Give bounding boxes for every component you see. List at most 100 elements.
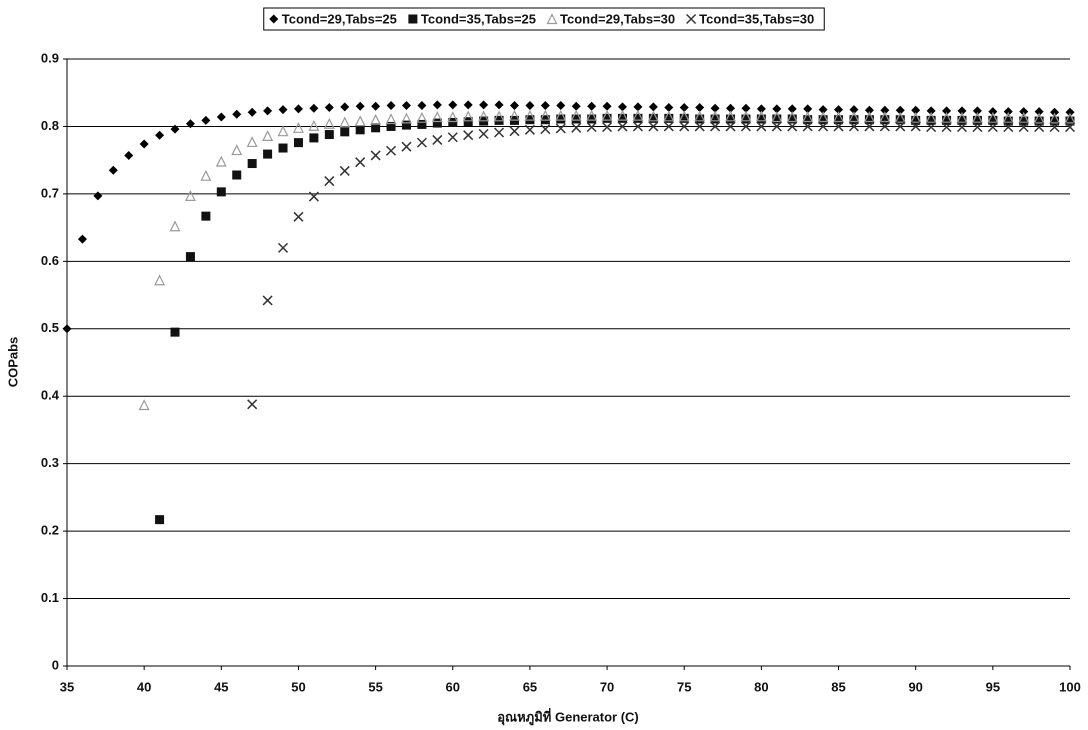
- marker-diamond: [1003, 107, 1013, 117]
- marker-triangle: [493, 110, 505, 122]
- marker-triangle: [262, 130, 274, 141]
- marker-triangle: [154, 274, 166, 286]
- legend-box: [263, 7, 825, 31]
- marker-triangle: [509, 109, 520, 121]
- marker-cross: [447, 132, 458, 143]
- marker-cross: [308, 191, 319, 202]
- marker-diamond: [355, 101, 365, 111]
- marker-diamond: [216, 112, 226, 122]
- marker-diamond: [540, 101, 550, 111]
- marker-cross: [586, 122, 597, 133]
- marker-cross: [787, 121, 798, 132]
- series: [155, 113, 1075, 525]
- marker-cross: [941, 122, 952, 133]
- marker-triangle: [354, 115, 366, 127]
- x-tick-label: 60: [446, 679, 460, 694]
- marker-triangle: [694, 110, 706, 122]
- marker-triangle: [833, 111, 845, 123]
- marker-diamond: [741, 103, 751, 113]
- marker-cross: [848, 121, 859, 132]
- marker-square: [942, 115, 952, 125]
- marker-cross: [648, 121, 659, 132]
- marker-cross: [926, 122, 937, 133]
- marker-diamond: [911, 105, 921, 115]
- marker-cross: [247, 399, 258, 410]
- marker-diamond: [818, 105, 828, 115]
- marker-triangle: [601, 109, 613, 121]
- marker-triangle: [910, 111, 922, 123]
- marker-cross: [663, 121, 674, 132]
- marker-square: [1003, 116, 1013, 126]
- marker-diamond: [972, 106, 982, 116]
- marker-triangle: [971, 111, 983, 123]
- x-tick-label: 95: [986, 679, 1000, 694]
- marker-diamond: [77, 234, 87, 244]
- marker-square: [926, 115, 936, 125]
- marker-square: [263, 149, 273, 159]
- marker-triangle: [879, 111, 891, 123]
- marker-triangle: [169, 220, 181, 232]
- marker-square: [648, 113, 658, 123]
- x-tick-label: 40: [137, 679, 151, 694]
- marker-diamond: [525, 101, 535, 111]
- y-tick-label: 0.1: [41, 590, 59, 605]
- marker-triangle: [617, 109, 628, 121]
- marker-triangle: [246, 136, 258, 148]
- marker-cross: [416, 137, 427, 148]
- marker-triangle: [416, 111, 428, 123]
- marker-cross: [540, 124, 551, 135]
- marker-triangle: [956, 111, 968, 123]
- marker-cross: [864, 121, 875, 132]
- marker-square: [371, 123, 381, 133]
- marker-diamond: [618, 102, 628, 112]
- x-tick-label: 100: [1059, 679, 1081, 694]
- marker-cross: [756, 121, 767, 132]
- marker-diamond: [293, 104, 303, 114]
- marker-cross: [972, 122, 983, 133]
- marker-diamond: [185, 119, 195, 129]
- marker-square: [232, 170, 242, 180]
- marker-diamond: [772, 104, 782, 114]
- marker-cross: [686, 13, 697, 25]
- marker-triangle: [539, 109, 551, 121]
- marker-diamond: [324, 103, 334, 113]
- marker-cross: [478, 128, 489, 139]
- marker-square: [463, 117, 473, 127]
- marker-diamond: [108, 165, 118, 175]
- marker-square: [911, 115, 921, 125]
- marker-cross: [339, 165, 350, 176]
- marker-diamond: [93, 191, 103, 201]
- marker-diamond: [880, 105, 890, 115]
- marker-cross: [524, 124, 535, 135]
- marker-triangle: [647, 110, 659, 122]
- x-tick-label: 75: [677, 679, 691, 694]
- marker-square: [201, 211, 211, 221]
- marker-square: [155, 515, 165, 525]
- marker-diamond: [664, 103, 674, 113]
- marker-triangle: [848, 111, 860, 123]
- marker-cross: [1034, 122, 1045, 133]
- marker-cross: [463, 130, 474, 141]
- marker-cross: [401, 141, 412, 152]
- x-tick-label: 90: [908, 679, 922, 694]
- marker-cross: [602, 122, 613, 133]
- marker-cross: [710, 121, 721, 132]
- legend-label: Tcond=35,Tabs=25: [421, 11, 536, 26]
- marker-triangle: [462, 110, 474, 122]
- marker-square: [695, 114, 705, 124]
- marker-diamond: [201, 115, 211, 125]
- marker-square: [386, 121, 396, 131]
- marker-triangle: [339, 116, 351, 128]
- marker-square: [803, 115, 813, 125]
- marker-square: [556, 114, 566, 124]
- marker-triangle: [308, 119, 320, 131]
- marker-diamond: [269, 14, 279, 24]
- y-tick-label: 0.6: [41, 253, 59, 268]
- series: [62, 100, 1075, 334]
- marker-triangle: [740, 110, 752, 122]
- x-tick-label: 45: [214, 679, 228, 694]
- x-tick-label: 85: [831, 679, 845, 694]
- y-tick-label: 0.8: [41, 118, 59, 133]
- marker-cross: [509, 126, 520, 137]
